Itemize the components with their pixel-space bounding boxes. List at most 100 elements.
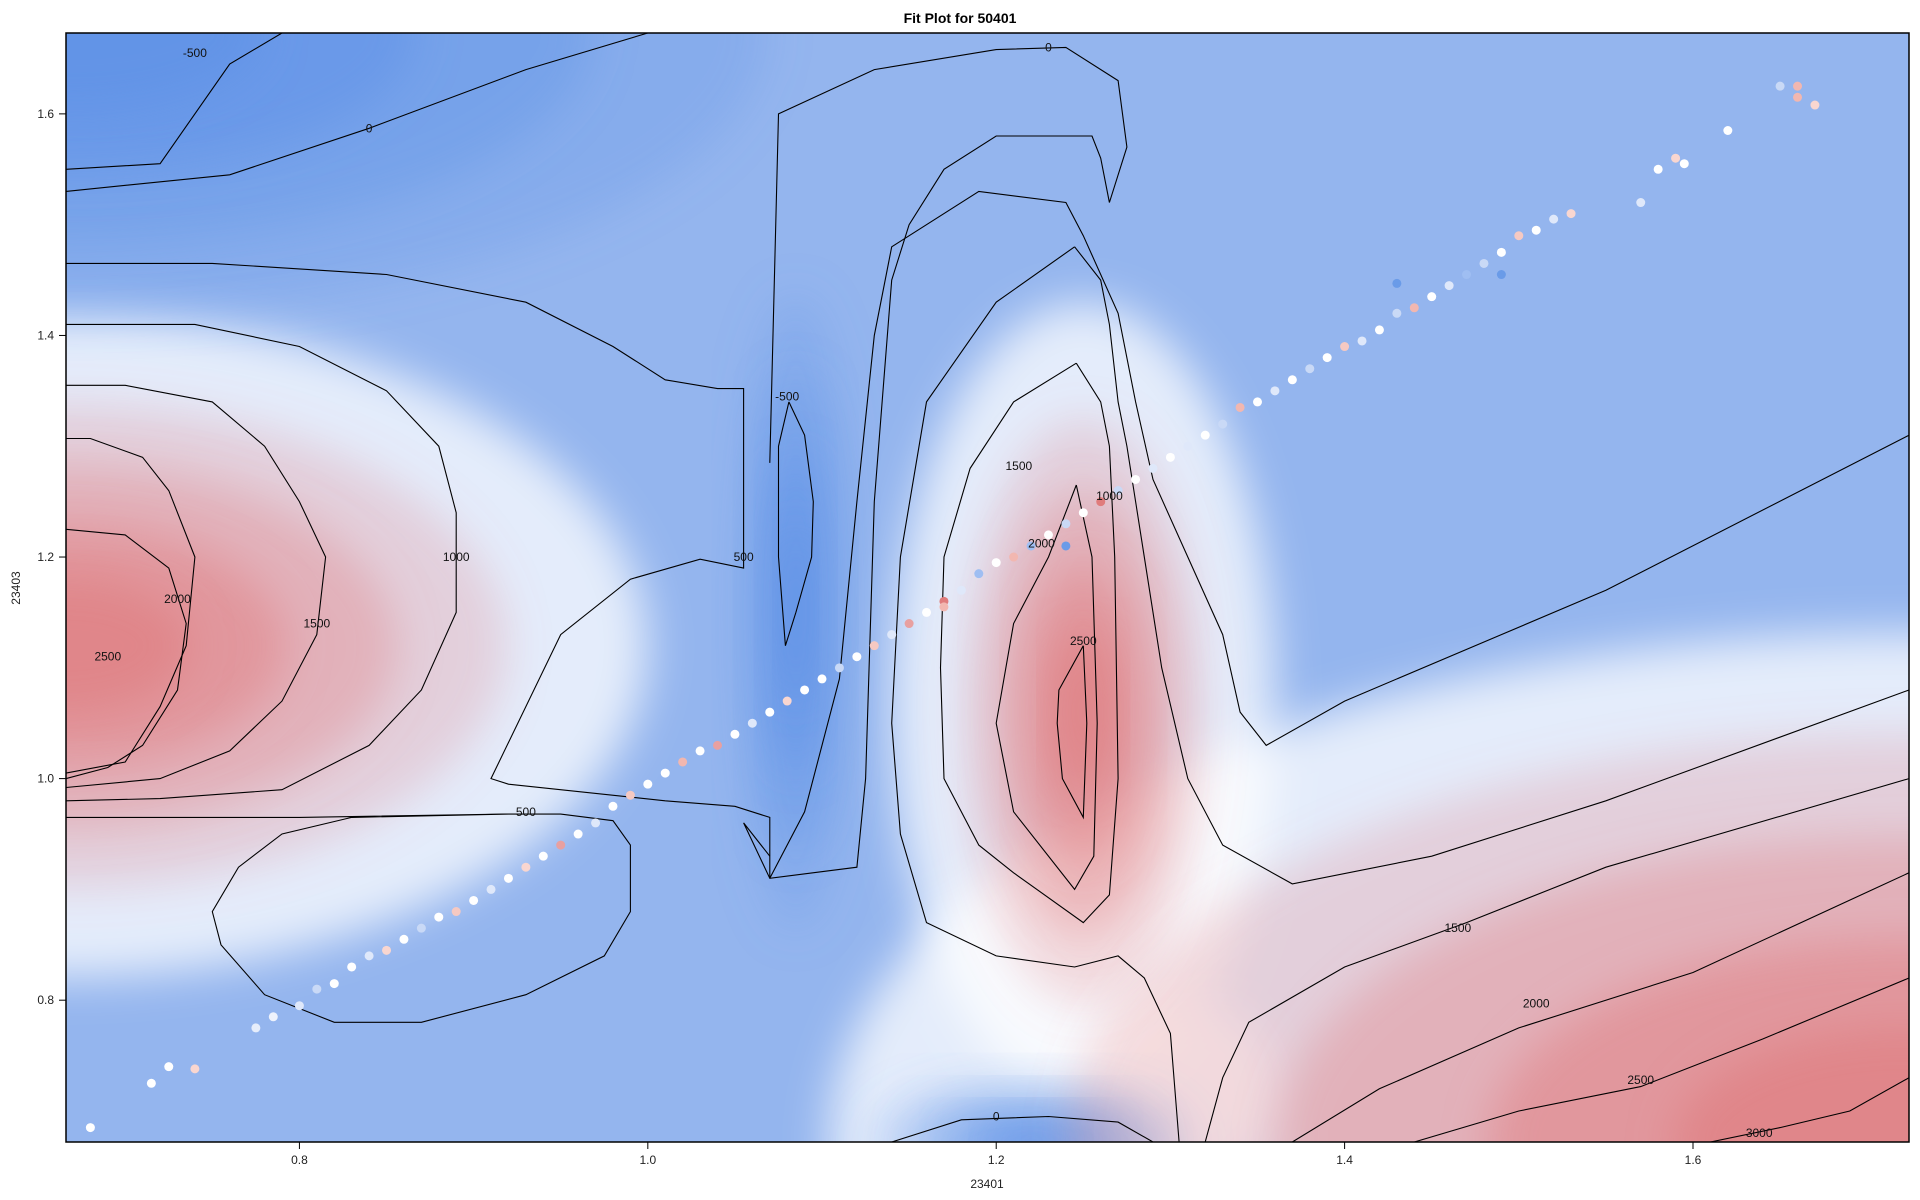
- data-point: [486, 884, 496, 894]
- contour-label: 2500: [1627, 1073, 1654, 1087]
- data-point: [956, 585, 966, 595]
- contour-label: 2000: [1523, 997, 1550, 1011]
- contour-label: 500: [734, 550, 754, 564]
- contour-label: 2500: [1070, 634, 1097, 648]
- x-tick-label: 1.0: [639, 1153, 656, 1167]
- data-point: [974, 569, 984, 579]
- data-point: [1357, 336, 1367, 346]
- x-tick-label: 1.6: [1685, 1153, 1702, 1167]
- cold-region: [66, 33, 767, 314]
- data-point: [869, 641, 879, 651]
- y-axis: 0.8 1.0 1.2 1.4 1.6: [37, 107, 66, 1007]
- contour-label: 500: [516, 805, 536, 819]
- contour-lines: [66, 33, 1909, 1142]
- data-point: [678, 757, 688, 767]
- data-point: [1218, 419, 1228, 429]
- data-point: [1026, 541, 1036, 551]
- data-point: [416, 923, 426, 933]
- y-tick-label: 1.2: [37, 550, 54, 564]
- data-point: [695, 746, 705, 756]
- contour-label: 0: [366, 121, 373, 135]
- data-point: [1043, 530, 1053, 540]
- contour-label: -500: [775, 389, 799, 403]
- svg-text:500: 500: [734, 550, 754, 564]
- data-point: [399, 934, 409, 944]
- contour-line-2500: [66, 528, 187, 780]
- x-tick-label: 1.4: [1336, 1153, 1353, 1167]
- contour-line-2500: [1414, 977, 1909, 1142]
- data-point: [85, 1123, 95, 1133]
- y-tick-label: 1.4: [37, 328, 54, 342]
- data-point: [712, 740, 722, 750]
- data-point: [1131, 474, 1141, 484]
- contour-line-1000: [1074, 246, 1909, 885]
- data-point: [1496, 247, 1506, 257]
- contour-label: 2500: [94, 650, 121, 664]
- contour-labels: -500 0 0 0 -500 500 500 1000 1000 1500 1500 1500 200…: [94, 40, 1772, 1140]
- data-point: [1392, 308, 1402, 318]
- svg-text:1000: 1000: [443, 550, 470, 564]
- data-point: [251, 1023, 261, 1033]
- data-point: [1531, 225, 1541, 235]
- data-point: [730, 729, 740, 739]
- data-point: [1793, 81, 1803, 91]
- contour-line-0: [66, 33, 648, 192]
- contour-label: 2000: [164, 592, 191, 606]
- hot-region: [1067, 734, 1909, 1142]
- svg-text:2000: 2000: [1028, 537, 1055, 551]
- svg-text:2500: 2500: [1627, 1073, 1654, 1087]
- data-point: [608, 801, 618, 811]
- data-point: [268, 1012, 278, 1022]
- data-point: [573, 829, 583, 839]
- contour-line-1500: [1204, 778, 1909, 1142]
- svg-text:1000: 1000: [1096, 489, 1123, 503]
- svg-text:2500: 2500: [1070, 634, 1097, 648]
- data-point: [1200, 430, 1210, 440]
- data-point: [1723, 125, 1733, 135]
- data-point: [556, 840, 566, 850]
- contour-line-3000: [1710, 1077, 1909, 1142]
- data-point: [887, 630, 897, 640]
- data-point: [1078, 508, 1088, 518]
- x-tick-label: 0.8: [291, 1153, 308, 1167]
- contour-line-2000: [1292, 872, 1909, 1142]
- data-point: [294, 1001, 304, 1011]
- hot-region: [963, 419, 1204, 1006]
- contour-label: 1500: [1006, 459, 1033, 473]
- y-tick-label: 1.0: [37, 772, 54, 786]
- data-point: [591, 818, 601, 828]
- contour-line-0: [743, 46, 1128, 879]
- svg-text:-500: -500: [775, 389, 799, 403]
- contour-label: 1500: [1444, 921, 1471, 935]
- contour-line-500: [66, 190, 1909, 879]
- data-point: [312, 984, 322, 994]
- data-point: [782, 696, 792, 706]
- data-point: [747, 718, 757, 728]
- data-point: [469, 895, 479, 905]
- data-point: [1679, 159, 1689, 169]
- x-axis: 0.8 1.0 1.2 1.4 1.6: [291, 1142, 1702, 1167]
- contour-line-500: [66, 813, 631, 1023]
- data-point: [1514, 231, 1524, 241]
- data-point: [1270, 386, 1280, 396]
- data-point: [1113, 486, 1123, 496]
- svg-text:500: 500: [516, 805, 536, 819]
- data-point: [1671, 153, 1681, 163]
- y-tick-label: 0.8: [37, 993, 54, 1007]
- contour-label: 3000: [1746, 1126, 1773, 1140]
- contour-label: 0: [993, 1110, 1000, 1124]
- contour-label: 1500: [303, 617, 330, 631]
- data-point: [1374, 325, 1384, 335]
- contour-label: 1000: [1096, 489, 1123, 503]
- data-point: [382, 945, 392, 955]
- data-point: [660, 768, 670, 778]
- data-point: [1340, 342, 1350, 352]
- data-point: [852, 652, 862, 662]
- contour-line-1500: [66, 384, 327, 789]
- data-point: [834, 663, 844, 673]
- data-point: [991, 558, 1001, 568]
- data-point: [817, 674, 827, 684]
- data-point: [1444, 281, 1454, 291]
- data-point: [164, 1062, 174, 1072]
